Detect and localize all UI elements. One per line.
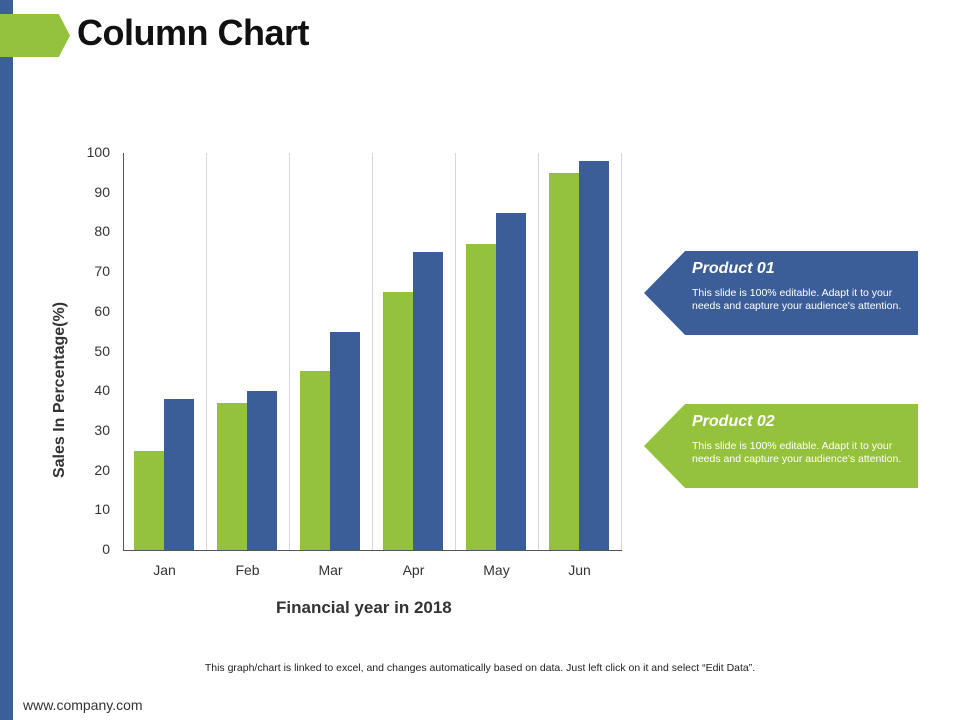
bar-product-01-jun[interactable] [578, 160, 609, 550]
bar-product-01-feb[interactable] [246, 391, 277, 550]
x-tick-label: Jan [153, 562, 176, 578]
y-tick-label: 10 [94, 501, 110, 518]
x-tick-label: Feb [235, 562, 260, 578]
bar-product-01-jan[interactable] [163, 399, 194, 550]
y-tick-label: 100 [86, 144, 110, 160]
company-url[interactable]: www.company.com [23, 697, 143, 713]
bar-product-01-mar[interactable] [329, 331, 360, 550]
category-gridline [621, 153, 622, 550]
callout-product-01: Product 01 This slide is 100% editable. … [644, 251, 918, 335]
y-tick-label: 0 [102, 541, 110, 557]
x-tick-label: Apr [402, 562, 425, 578]
category-gridline [372, 153, 373, 550]
y-tick-label: 80 [94, 223, 110, 240]
left-accent-bar [0, 0, 13, 720]
bar-product-01-may[interactable] [495, 212, 526, 550]
bar-product-02-jun[interactable] [548, 172, 579, 550]
x-axis-label: Financial year in 2018 [276, 598, 452, 617]
callout-title: Product 01 [692, 260, 775, 277]
y-tick-label: 40 [94, 382, 110, 399]
bar-product-02-jan[interactable] [133, 450, 164, 550]
y-axis-line [123, 153, 124, 551]
x-tick-label: May [483, 562, 510, 578]
category-gridline [538, 153, 539, 550]
y-tick-label: 70 [94, 263, 110, 280]
category-gridline [206, 153, 207, 550]
y-tick-label: 30 [94, 421, 110, 438]
bar-product-02-mar[interactable] [299, 371, 330, 550]
x-tick-label: Jun [568, 562, 591, 578]
callout-text: This slide is 100% editable. Adapt it to… [692, 440, 902, 465]
y-tick-label: 90 [94, 183, 110, 200]
category-gridline [455, 153, 456, 550]
callout-product-02: Product 02 This slide is 100% editable. … [644, 404, 918, 488]
x-tick-label: Mar [318, 562, 343, 578]
bar-product-02-feb[interactable] [216, 403, 247, 550]
callout-text: This slide is 100% editable. Adapt it to… [692, 287, 902, 312]
page-title: Column Chart [77, 12, 310, 53]
y-tick-label: 20 [94, 461, 110, 478]
callout-title: Product 02 [692, 413, 775, 430]
bar-product-02-may[interactable] [465, 244, 496, 550]
bar-product-02-apr[interactable] [382, 291, 413, 550]
bar-product-01-apr[interactable] [412, 252, 443, 550]
category-gridline [289, 153, 290, 550]
y-tick-label: 60 [94, 302, 110, 319]
y-tick-label: 50 [94, 342, 110, 359]
plot-area[interactable] [123, 153, 622, 551]
footnote: This graph/chart is linked to excel, and… [204, 662, 756, 674]
title-accent-tab [0, 14, 70, 57]
y-axis-label: Sales In Percentage(%) [51, 301, 68, 479]
x-axis-line [123, 550, 622, 551]
